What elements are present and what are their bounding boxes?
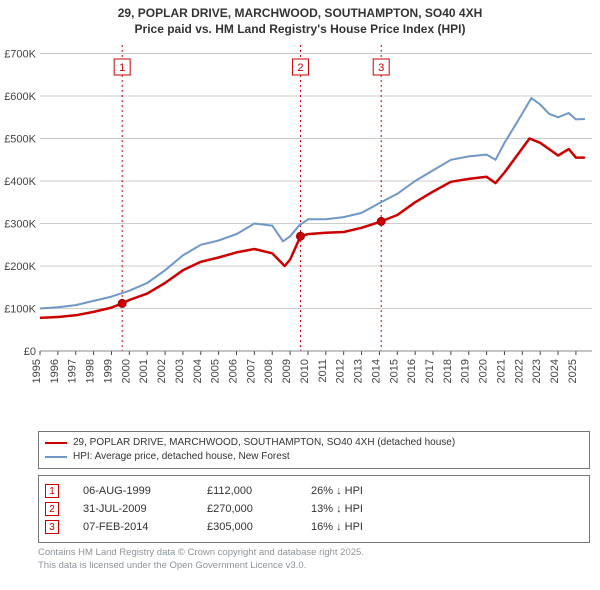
svg-text:2019: 2019: [460, 359, 472, 383]
event-price: £112,000: [207, 485, 287, 497]
svg-text:2016: 2016: [406, 359, 418, 383]
svg-text:1999: 1999: [102, 359, 114, 383]
svg-text:1997: 1997: [67, 359, 79, 383]
chart-area: £0 £100K £200K £300K £400K £500K £600K £700K 199…: [0, 37, 600, 427]
svg-text:£600K: £600K: [4, 91, 36, 103]
event-date: 31-JUL-2009: [83, 503, 183, 515]
svg-text:£300K: £300K: [4, 219, 36, 231]
svg-text:2001: 2001: [138, 359, 150, 383]
svg-text:2015: 2015: [388, 359, 400, 383]
event-marker-icon: 1: [45, 484, 59, 498]
svg-text:2006: 2006: [228, 359, 240, 383]
svg-text:2000: 2000: [120, 359, 132, 383]
svg-text:2018: 2018: [442, 359, 454, 383]
event-price: £270,000: [207, 503, 287, 515]
svg-text:2014: 2014: [370, 359, 382, 383]
svg-text:£100K: £100K: [4, 304, 36, 316]
svg-text:1995: 1995: [31, 359, 43, 383]
event-marker-icon: 3: [45, 520, 59, 534]
svg-text:£200K: £200K: [4, 261, 36, 273]
svg-text:1998: 1998: [85, 359, 97, 383]
svg-text:2022: 2022: [513, 359, 525, 383]
events-box: 1 06-AUG-1999 £112,000 26% ↓ HPI 2 31-JU…: [38, 475, 590, 543]
svg-text:£500K: £500K: [4, 134, 36, 146]
svg-text:2023: 2023: [531, 359, 543, 383]
event-date: 07-FEB-2014: [83, 521, 183, 533]
svg-text:2012: 2012: [335, 359, 347, 383]
svg-text:2020: 2020: [478, 359, 490, 383]
license-text: Contains HM Land Registry data © Crown c…: [38, 547, 590, 572]
license-line1: Contains HM Land Registry data © Crown c…: [38, 547, 590, 559]
legend-row-price-paid: 29, POPLAR DRIVE, MARCHWOOD, SOUTHAMPTON…: [45, 436, 583, 450]
svg-text:2002: 2002: [156, 359, 168, 383]
svg-text:£0: £0: [24, 346, 36, 358]
svg-text:2005: 2005: [210, 359, 222, 383]
svg-text:2024: 2024: [549, 359, 561, 383]
line-chart-svg: £0 £100K £200K £300K £400K £500K £600K £700K 199…: [0, 37, 600, 427]
svg-text:2025: 2025: [567, 359, 579, 383]
legend-row-hpi: HPI: Average price, detached house, New …: [45, 450, 583, 464]
svg-text:£400K: £400K: [4, 176, 36, 188]
event-delta: 26% ↓ HPI: [311, 485, 363, 497]
svg-text:2008: 2008: [263, 359, 275, 383]
svg-text:2007: 2007: [245, 359, 257, 383]
license-line2: This data is licensed under the Open Gov…: [38, 560, 590, 572]
svg-text:£700K: £700K: [4, 49, 36, 61]
title-line1: 29, POPLAR DRIVE, MARCHWOOD, SOUTHAMPTON…: [0, 6, 600, 22]
svg-text:2021: 2021: [495, 359, 507, 383]
svg-text:2: 2: [297, 62, 303, 74]
svg-text:1: 1: [119, 62, 125, 74]
event-delta: 16% ↓ HPI: [311, 521, 363, 533]
svg-text:1996: 1996: [49, 359, 61, 383]
legend-swatch: [45, 456, 67, 458]
svg-text:2011: 2011: [317, 359, 329, 383]
event-date: 06-AUG-1999: [83, 485, 183, 497]
svg-text:2003: 2003: [174, 359, 186, 383]
chart-title: 29, POPLAR DRIVE, MARCHWOOD, SOUTHAMPTON…: [0, 0, 600, 37]
event-row: 3 07-FEB-2014 £305,000 16% ↓ HPI: [45, 518, 583, 536]
title-line2: Price paid vs. HM Land Registry's House …: [0, 22, 600, 38]
svg-text:3: 3: [378, 62, 384, 74]
event-delta: 13% ↓ HPI: [311, 503, 363, 515]
event-marker-icon: 2: [45, 502, 59, 516]
event-price: £305,000: [207, 521, 287, 533]
event-row: 1 06-AUG-1999 £112,000 26% ↓ HPI: [45, 482, 583, 500]
svg-text:2013: 2013: [353, 359, 365, 383]
svg-text:2010: 2010: [299, 359, 311, 383]
svg-text:2004: 2004: [192, 359, 204, 383]
legend-label: HPI: Average price, detached house, New …: [73, 450, 290, 464]
legend-box: 29, POPLAR DRIVE, MARCHWOOD, SOUTHAMPTON…: [38, 431, 590, 469]
legend-label: 29, POPLAR DRIVE, MARCHWOOD, SOUTHAMPTON…: [73, 436, 455, 450]
svg-text:2017: 2017: [424, 359, 436, 383]
svg-text:2009: 2009: [281, 359, 293, 383]
legend-swatch: [45, 442, 67, 444]
event-row: 2 31-JUL-2009 £270,000 13% ↓ HPI: [45, 500, 583, 518]
